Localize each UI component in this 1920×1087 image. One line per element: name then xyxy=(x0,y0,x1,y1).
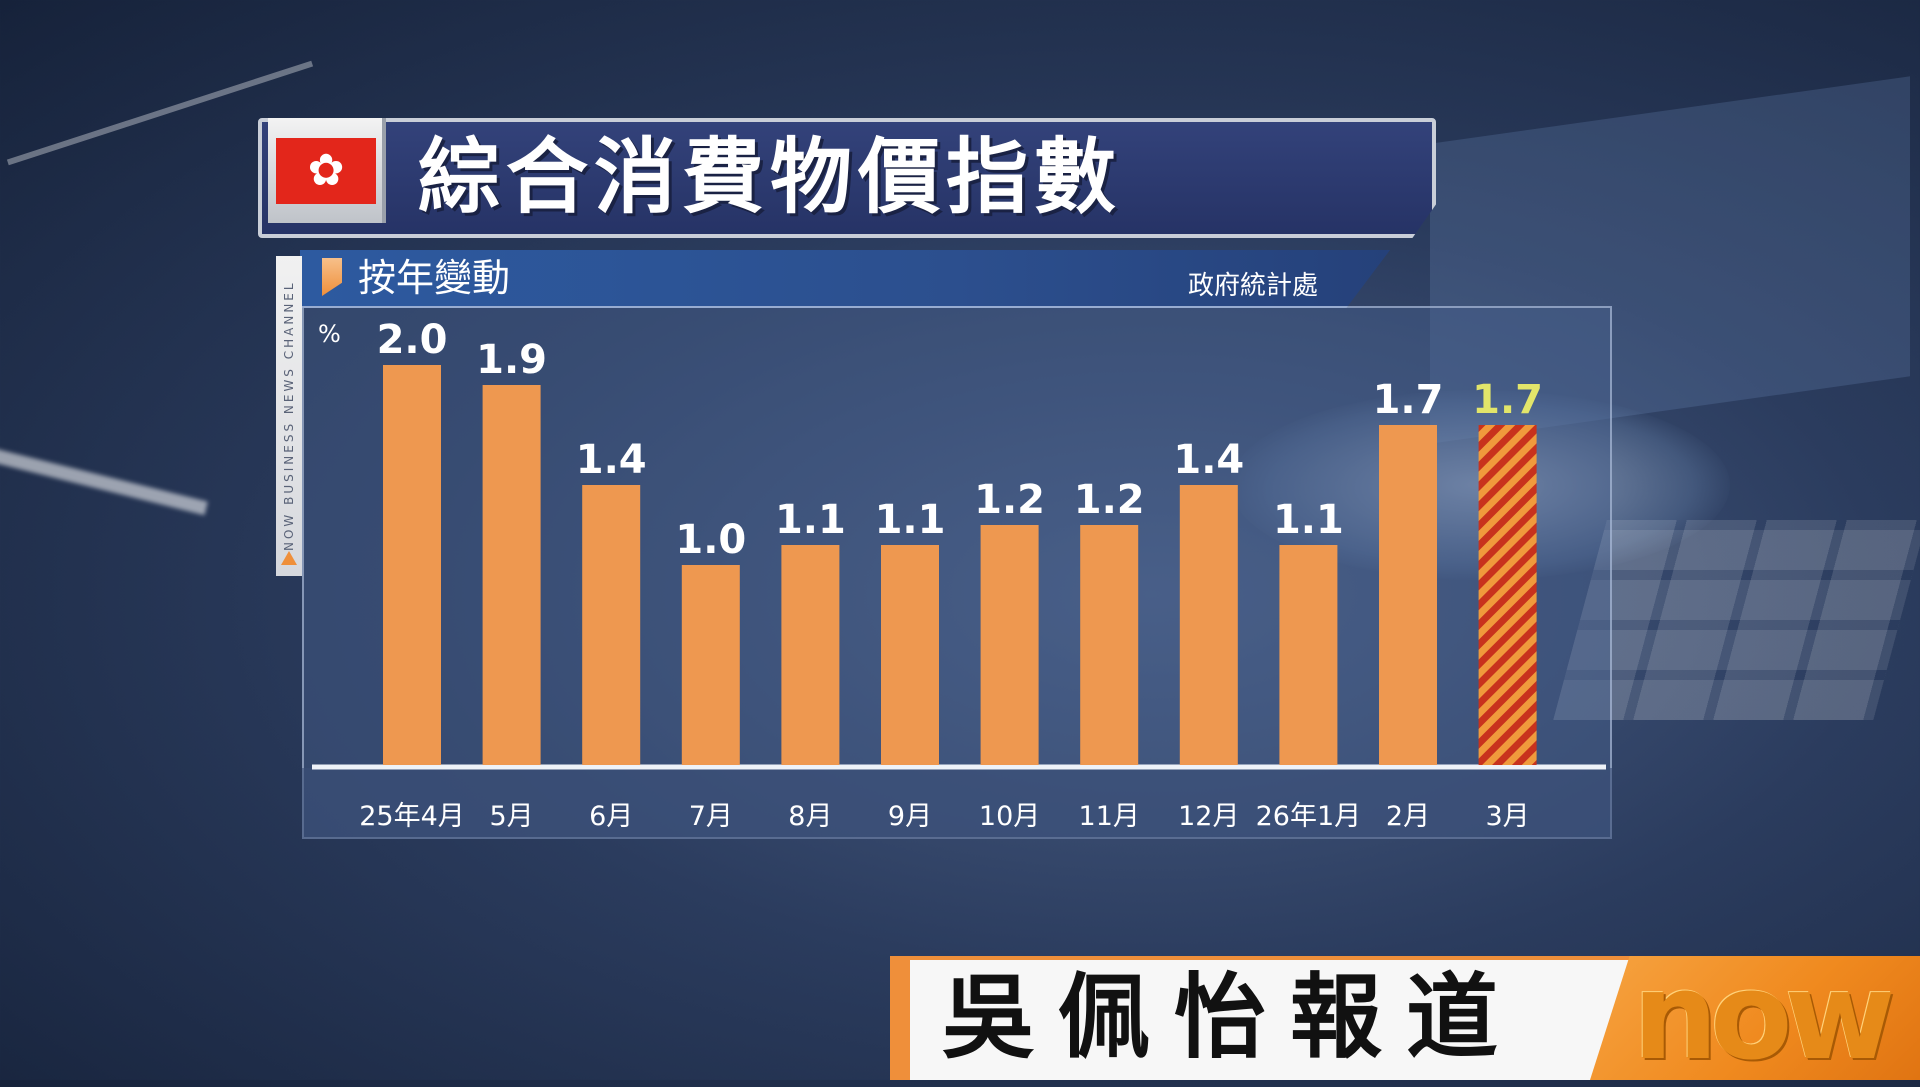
data-label: 1.1 xyxy=(1273,497,1344,543)
x-tick-label: 7月 xyxy=(689,801,733,832)
hong-kong-flag-icon: ✿ xyxy=(276,138,376,204)
x-tick-label: 3月 xyxy=(1486,801,1530,832)
reporter-name: 吳佩怡報道 xyxy=(942,964,1523,1071)
data-label: 1.9 xyxy=(476,337,547,383)
channel-strip xyxy=(276,256,302,576)
title-bar xyxy=(258,118,1436,238)
data-label: 1.2 xyxy=(974,477,1045,523)
x-tick-label: 5月 xyxy=(490,801,534,832)
x-tick-label: 12月 xyxy=(1178,801,1239,832)
bar xyxy=(1179,485,1238,765)
reporter-accent xyxy=(890,956,910,1080)
bar xyxy=(582,485,641,765)
chart-title: 綜合消費物價指數 xyxy=(418,130,1123,225)
bar xyxy=(1080,525,1139,765)
x-tick-label: 8月 xyxy=(788,801,832,832)
bar xyxy=(681,565,740,765)
bar xyxy=(980,525,1039,765)
chart-subtitle: 按年變動 xyxy=(358,256,511,300)
data-label: 1.7 xyxy=(1373,377,1444,423)
bar xyxy=(1379,425,1437,765)
x-tick-label: 6月 xyxy=(589,801,633,832)
bar xyxy=(1279,545,1338,765)
x-tick-label: 25年4月 xyxy=(359,801,465,832)
data-label: 1.0 xyxy=(675,517,746,563)
x-tick-label: 10月 xyxy=(979,801,1040,832)
data-label: 1.1 xyxy=(875,497,946,543)
data-label: 1.4 xyxy=(1173,437,1244,483)
data-label: 1.4 xyxy=(576,437,647,483)
x-tick-label: 11月 xyxy=(1079,801,1140,832)
bar xyxy=(482,385,541,765)
y-unit-label: % xyxy=(318,320,341,348)
flag-box: ✿ xyxy=(268,118,386,223)
bar xyxy=(383,365,441,765)
data-source: 政府統計處 xyxy=(1188,271,1319,301)
x-tick-label: 2月 xyxy=(1386,801,1430,832)
bar xyxy=(781,545,840,765)
x-tick-label: 26年1月 xyxy=(1256,801,1362,832)
data-label: 1.2 xyxy=(1074,477,1145,523)
data-label: 1.7 xyxy=(1472,377,1543,423)
bauhinia-icon: ✿ xyxy=(307,145,345,196)
bar-highlight xyxy=(1478,425,1537,765)
data-label: 2.0 xyxy=(377,317,448,363)
bar xyxy=(881,545,939,765)
x-axis-band xyxy=(302,768,1612,839)
logo-block xyxy=(1590,956,1920,1080)
now-logo: now xyxy=(1632,948,1896,1087)
data-label: 1.1 xyxy=(775,497,846,543)
channel-triangle-icon xyxy=(281,551,297,565)
x-tick-label: 9月 xyxy=(888,801,932,832)
